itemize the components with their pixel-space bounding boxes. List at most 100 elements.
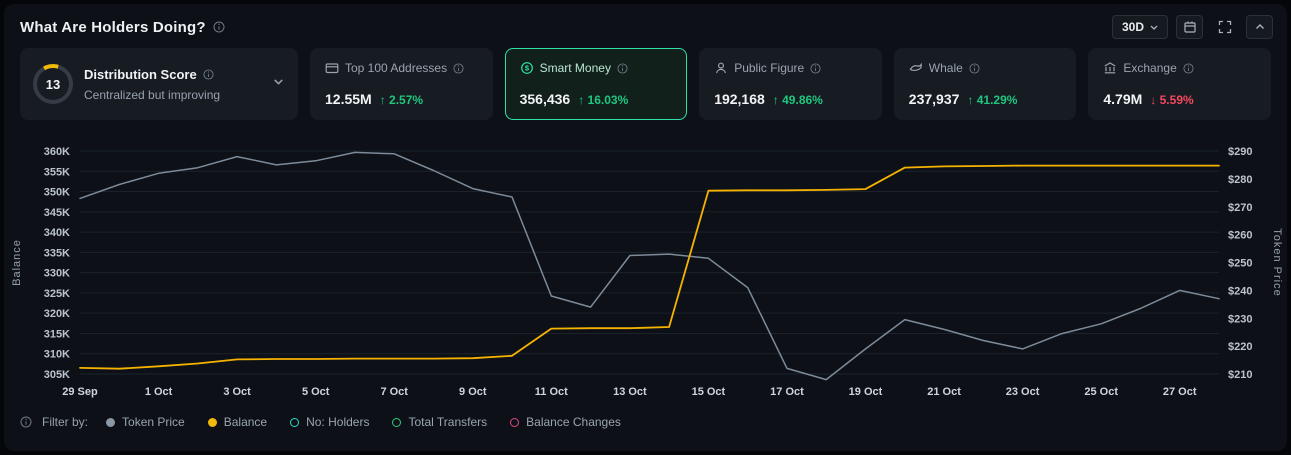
metric-label: Smart Money [539,61,611,75]
svg-text:Balance: Balance [11,239,23,286]
chevron-up-icon [1254,21,1266,33]
legend-label: Total Transfers [408,415,488,429]
fullscreen-icon [1218,20,1232,34]
svg-text:21 Oct: 21 Oct [927,386,961,398]
holders-chart-svg: 360K 355K 350K 345K 340K 335K 330K 325K 320K 315K… [11,146,1283,398]
legend-item-no-holders[interactable]: No: Holders [290,415,369,429]
calendar-button[interactable] [1176,15,1203,39]
fullscreen-button[interactable] [1211,15,1238,39]
filter-by-label: Filter by: [42,415,89,429]
svg-text:355K: 355K [44,166,70,178]
metric-value: 4.79M [1103,91,1143,107]
legend-dot-token-price [106,417,116,427]
filter-info-icon [20,416,32,428]
exchange-icon [1103,61,1117,75]
range-select-button[interactable]: 30D [1111,15,1168,39]
svg-text:310K: 310K [44,349,70,361]
legend-item-total-transfers[interactable]: Total Transfers [392,415,487,429]
svg-text:$240: $240 [1228,285,1252,297]
svg-text:345K: 345K [44,207,70,219]
svg-text:$220: $220 [1228,341,1252,353]
holders-chart[interactable]: 360K 355K 350K 345K 340K 335K 330K 325K 320K 315K… [4,128,1287,404]
metric-value: 356,436 [519,91,571,107]
legend-dot-no-holders [290,417,300,427]
svg-text:$280: $280 [1228,174,1252,186]
svg-text:320K: 320K [44,308,70,320]
metric-card-public-figure[interactable]: Public Figure 192,168 ↑ 49.86% [699,48,882,120]
stats-row: 13 Distribution Score Centralized but im… [4,48,1287,120]
chevron-down-icon[interactable] [272,75,285,93]
svg-text:23 Oct: 23 Oct [1006,386,1040,398]
metric-info-icon[interactable] [969,62,980,74]
metric-change: ↑ 41.29% [967,93,1018,107]
legend-item-balance-changes[interactable]: Balance Changes [510,415,621,429]
svg-text:$270: $270 [1228,202,1252,214]
holders-panel: What Are Holders Doing? 30D [4,4,1287,451]
metric-info-icon[interactable] [810,62,821,74]
metric-value: 12.55M [325,91,372,107]
metric-info-icon[interactable] [453,62,464,74]
legend-label: Balance [223,415,268,429]
svg-text:360K: 360K [44,146,70,158]
legend-label: Token Price [122,415,185,429]
svg-text:Token Price: Token Price [1271,228,1283,296]
metric-change: ↓ 5.59% [1150,93,1194,107]
svg-text:350K: 350K [44,187,70,199]
metric-card-smart-money[interactable]: $ Smart Money 356,436 ↑ 16.03% [504,48,688,120]
svg-text:340K: 340K [44,227,70,239]
svg-text:305K: 305K [44,369,70,381]
distribution-info-icon[interactable] [203,68,214,80]
svg-text:19 Oct: 19 Oct [849,386,883,398]
distribution-score-card[interactable]: 13 Distribution Score Centralized but im… [20,48,298,120]
svg-text:$260: $260 [1228,230,1252,242]
svg-text:$230: $230 [1228,313,1252,325]
title-wrap: What Are Holders Doing? [20,19,225,36]
metric-change: ↑ 2.57% [379,93,424,107]
distribution-score-label: Distribution Score [84,66,197,82]
caret-down-icon [1150,25,1158,30]
metric-label: Exchange [1123,61,1177,75]
collapse-button[interactable] [1246,15,1273,39]
svg-text:1 Oct: 1 Oct [145,386,173,398]
distribution-text: Distribution Score Centralized but impro… [84,67,261,102]
metric-label: Top 100 Addresses [345,61,448,75]
calendar-icon [1183,20,1197,34]
svg-text:9 Oct: 9 Oct [459,386,487,398]
svg-text:27 Oct: 27 Oct [1163,386,1197,398]
svg-text:330K: 330K [44,268,70,280]
range-label: 30D [1121,20,1144,34]
svg-text:15 Oct: 15 Oct [692,386,726,398]
legend-item-token-price[interactable]: Token Price [106,415,185,429]
panel-header: What Are Holders Doing? 30D [4,4,1287,48]
metric-card-whale[interactable]: Whale 237,937 ↑ 41.29% [893,48,1077,120]
whale-icon [909,61,923,75]
metric-card-top-100-addresses[interactable]: Top 100 Addresses 12.55M ↑ 2.57% [310,48,493,120]
svg-text:325K: 325K [44,288,70,300]
svg-text:17 Oct: 17 Oct [770,386,804,398]
header-controls: 30D [1111,15,1273,39]
metric-info-icon[interactable] [617,62,628,74]
metric-card-exchange[interactable]: Exchange 4.79M ↓ 5.59% [1088,48,1271,120]
page-title: What Are Holders Doing? [20,18,206,36]
title-info-icon[interactable] [213,21,225,33]
legend-dot-balance [207,417,217,427]
top-100-addresses-icon [325,61,339,75]
metric-value: 237,937 [908,91,960,107]
distribution-score-gauge: 13 [33,64,73,104]
legend-dot-balance-changes [510,417,520,427]
metric-change: ↑ 49.86% [772,93,823,107]
svg-text:25 Oct: 25 Oct [1084,386,1118,398]
chart-filter-bar: Filter by: Token Price Balance No: Holde… [4,404,1287,429]
legend-item-balance[interactable]: Balance [207,415,268,429]
svg-text:7 Oct: 7 Oct [380,386,408,398]
metric-value: 192,168 [714,91,765,107]
legend-label: No: Holders [306,415,370,429]
svg-text:315K: 315K [44,328,70,340]
svg-text:5 Oct: 5 Oct [302,386,330,398]
legend-label: Balance Changes [526,415,621,429]
svg-text:13 Oct: 13 Oct [613,386,647,398]
smart-money-icon: $ [520,61,534,75]
metric-info-icon[interactable] [1183,62,1194,74]
metric-change: ↑ 16.03% [578,93,629,107]
svg-text:335K: 335K [44,247,70,259]
